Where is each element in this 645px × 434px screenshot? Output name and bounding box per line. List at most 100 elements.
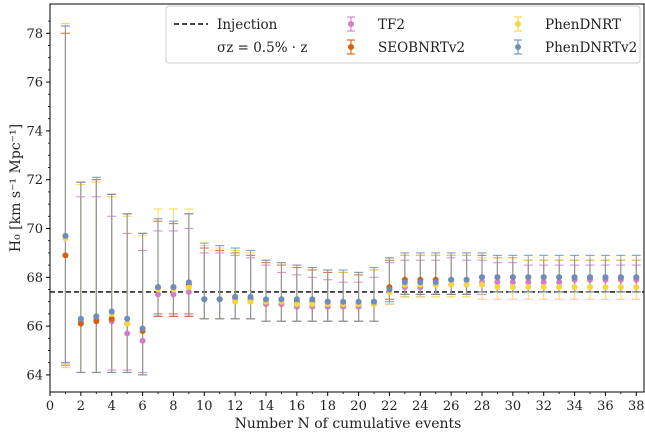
series-phendnrtv2 [60, 25, 641, 376]
x-tick-label: 8 [169, 399, 177, 414]
data-point [417, 279, 424, 286]
data-point [278, 296, 285, 303]
data-point [571, 284, 578, 291]
x-tick-label: 4 [108, 399, 116, 414]
data-point [525, 279, 532, 286]
data-point [509, 274, 516, 281]
data-point [494, 274, 501, 281]
legend-marker [515, 21, 521, 27]
data-point [170, 291, 177, 298]
y-axis-label: H₀ [km s⁻¹ Mpc⁻¹] [8, 124, 24, 252]
x-tick-label: 28 [474, 399, 491, 414]
data-point [155, 284, 161, 291]
data-point [602, 284, 609, 291]
x-tick-label: 16 [289, 399, 306, 414]
x-axis-label: Number N of cumulative events [235, 416, 462, 432]
x-tick-label: 22 [381, 399, 398, 414]
data-point [139, 337, 146, 344]
data-point [525, 274, 532, 281]
data-point [93, 313, 100, 320]
legend-label: TF2 [378, 17, 405, 33]
data-point [494, 279, 501, 286]
data-point [571, 274, 578, 281]
plot-area [49, 3, 645, 393]
data-point [556, 284, 563, 291]
data-point [556, 279, 563, 286]
x-tick-label: 18 [319, 399, 336, 414]
data-point [602, 274, 609, 281]
legend-frame [165, 5, 641, 64]
data-point [124, 320, 131, 327]
points-tf2 [62, 232, 640, 344]
data-point [185, 288, 192, 295]
data-point [556, 274, 563, 281]
data-point [479, 281, 485, 288]
data-point [448, 276, 455, 283]
data-point [247, 293, 254, 300]
legend-label: SEOBNRTv2 [378, 40, 465, 56]
data-point [479, 274, 485, 281]
data-point [324, 298, 331, 305]
data-point [309, 296, 316, 303]
x-tick-label: 20 [350, 399, 367, 414]
data-point [355, 298, 362, 305]
x-tick-label: 2 [77, 399, 85, 414]
data-point [617, 284, 624, 291]
data-point [185, 279, 192, 286]
data-point [293, 296, 300, 303]
data-point [124, 315, 131, 322]
data-point [62, 252, 69, 259]
data-point [448, 281, 455, 288]
data-point [77, 320, 84, 327]
data-point [540, 284, 547, 291]
data-point [309, 301, 316, 308]
data-point [62, 232, 69, 239]
points-seobnrtv2 [62, 252, 640, 334]
data-point [463, 281, 470, 288]
data-point [386, 286, 393, 293]
x-tick-label: 32 [535, 399, 552, 414]
x-tick-label: 10 [196, 399, 213, 414]
y-tick-label: 66 [26, 320, 43, 335]
x-tick-label: 0 [46, 399, 54, 414]
legend: Injection σz = 0.5% · z TF2 SEOBNRTv2 Phen… [165, 5, 641, 64]
data-point [185, 284, 192, 291]
data-point [108, 315, 115, 322]
y-axis: 64 66 68 70 72 74 76 78 [26, 20, 50, 383]
data-point [371, 298, 377, 305]
data-point [293, 301, 300, 308]
legend-injection-label: Injection [217, 17, 278, 33]
x-tick-label: 34 [566, 399, 583, 414]
data-point [617, 274, 624, 281]
data-point [463, 276, 470, 283]
data-point [124, 330, 131, 337]
legend-item-phendnrt: PhenDNRT [514, 16, 621, 33]
data-point [587, 284, 593, 291]
legend-marker [348, 21, 354, 27]
y-tick-label: 74 [26, 124, 43, 139]
data-point [432, 279, 439, 286]
legend-item-seobnrtv2: SEOBNRTv2 [347, 39, 465, 56]
data-point [540, 274, 547, 281]
data-point [247, 298, 254, 305]
data-point [155, 291, 161, 298]
y-tick-label: 68 [26, 271, 43, 286]
y-tick-label: 78 [26, 27, 43, 42]
data-point [232, 293, 239, 300]
data-point [633, 284, 640, 291]
x-tick-label: 30 [505, 399, 522, 414]
plot-frame [49, 3, 645, 393]
y-tick-label: 64 [26, 368, 43, 383]
legend-marker [515, 44, 521, 50]
data-point [587, 274, 593, 281]
legend-item-tf2: TF2 [347, 16, 405, 33]
y-tick-label: 76 [26, 76, 43, 91]
series-tf2 [60, 25, 641, 374]
legend-sigma-note: σz = 0.5% · z [217, 40, 308, 56]
y-tick-label: 72 [26, 173, 43, 188]
points-phendnrt [62, 235, 640, 332]
legend-series: TF2 SEOBNRTv2 PhenDNRT PhenDNRTv2 [347, 16, 637, 56]
legend-label: PhenDNRT [545, 17, 621, 33]
data-point [525, 284, 532, 291]
